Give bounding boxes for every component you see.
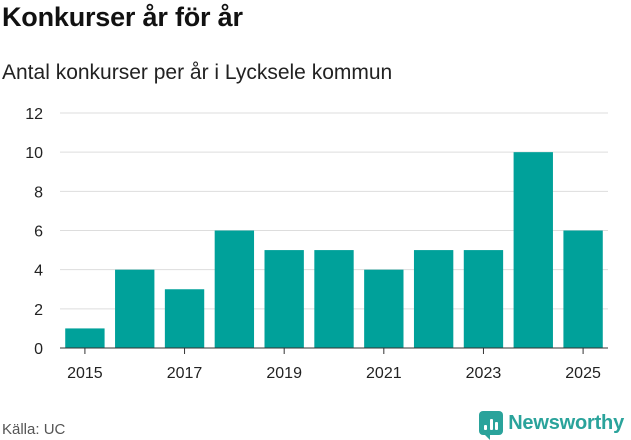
chart-subtitle: Antal konkurser per år i Lycksele kommun [2, 61, 393, 84]
bar-2021 [364, 269, 404, 348]
x-tick-label: 2017 [167, 365, 203, 382]
source-note: Källa: UC [2, 421, 66, 438]
x-tick-label: 2025 [565, 365, 601, 382]
x-tick-label: 2015 [67, 365, 103, 382]
newsworthy-logo-icon [479, 411, 504, 440]
x-tick-labels: 2015 2017 2019 2021 2023 2025 [67, 348, 601, 382]
bar-2015 [65, 328, 105, 348]
bar-2024 [513, 152, 553, 348]
chart-title: Konkurser år för år [2, 2, 243, 32]
bar-2017 [164, 289, 205, 348]
y-tick-labels: 0 2 4 6 8 10 12 [25, 106, 43, 358]
bar-chart: 0 2 4 6 8 10 12 2015 2017 2019 2021 2023 2025 [25, 106, 608, 382]
y-tick-label: 10 [25, 145, 43, 162]
y-tick-label: 8 [34, 184, 43, 201]
bars [65, 152, 603, 348]
y-tick-label: 4 [34, 263, 43, 280]
bar-2023 [463, 250, 504, 348]
bar-2018 [214, 230, 255, 348]
x-tick-label: 2023 [466, 365, 502, 382]
bar-2019 [264, 250, 304, 348]
y-tick-label: 0 [34, 341, 43, 358]
bar-2022 [413, 250, 454, 348]
y-tick-label: 6 [34, 224, 43, 241]
x-tick-label: 2019 [266, 365, 302, 382]
bar-2016 [115, 269, 155, 348]
bar-2020 [314, 250, 354, 348]
brand-name: Newsworthy [508, 411, 624, 434]
y-tick-label: 2 [34, 302, 43, 319]
y-tick-label: 12 [25, 106, 43, 123]
bar-2025 [563, 230, 603, 348]
x-tick-label: 2021 [366, 365, 402, 382]
brand-logo: Newsworthy [479, 408, 624, 440]
